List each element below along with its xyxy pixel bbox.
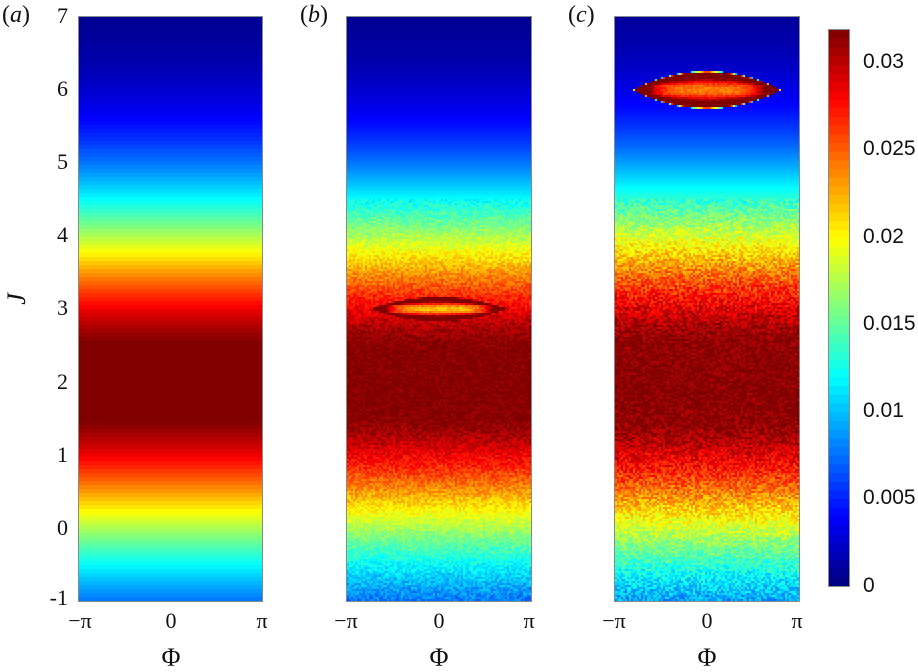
xtick: 0	[701, 608, 713, 633]
x-axis-label-c: Φ	[697, 643, 717, 672]
panel-label-c: (c)	[568, 2, 595, 29]
paren-close: )	[320, 2, 328, 28]
paren-close: )	[586, 2, 595, 28]
y-axis-label: J	[2, 293, 31, 305]
paren-open: (	[2, 2, 10, 28]
colorbar-tick: 0.02	[863, 225, 904, 248]
xtick: −π	[68, 608, 92, 633]
panel-letter-c: c	[576, 2, 587, 28]
xtick: π	[523, 608, 535, 633]
ytick: 3	[57, 295, 68, 320]
xtick: π	[791, 608, 803, 633]
heatmap-panel-a	[78, 16, 263, 602]
colorbar-tick: 0.03	[863, 50, 904, 73]
x-axis-label-a: Φ	[161, 643, 181, 672]
xtick: 0	[165, 608, 177, 633]
xtick: π	[256, 608, 268, 633]
ytick: 5	[57, 149, 68, 174]
ytick: 0	[57, 515, 68, 540]
ytick: 2	[57, 369, 68, 394]
xtick: −π	[334, 608, 358, 633]
ytick: 6	[57, 76, 68, 101]
panel-letter-b: b	[308, 2, 320, 28]
ytick: 4	[57, 222, 68, 247]
colorbar-tick: 0.005	[863, 486, 916, 509]
paren-close: )	[22, 2, 30, 28]
xtick: −π	[602, 608, 626, 633]
paren-open: (	[568, 2, 576, 28]
xtick: 0	[433, 608, 445, 633]
heatmap-panel-b	[346, 16, 532, 602]
heatmap-panel-c	[614, 16, 800, 602]
colorbar-tick: 0.025	[863, 137, 916, 160]
panel-label-b: (b)	[300, 2, 328, 29]
paren-open: (	[300, 2, 308, 28]
panel-letter-a: a	[10, 2, 22, 28]
panel-label-a: (a)	[2, 2, 30, 29]
x-axis-label-b: Φ	[429, 643, 449, 672]
colorbar	[828, 29, 850, 587]
colorbar-tick: 0	[863, 574, 875, 597]
ytick: 1	[57, 442, 68, 467]
colorbar-tick: 0.015	[863, 312, 916, 335]
ytick: 7	[57, 3, 68, 28]
ytick: -1	[49, 585, 68, 610]
colorbar-tick: 0.01	[863, 399, 904, 422]
